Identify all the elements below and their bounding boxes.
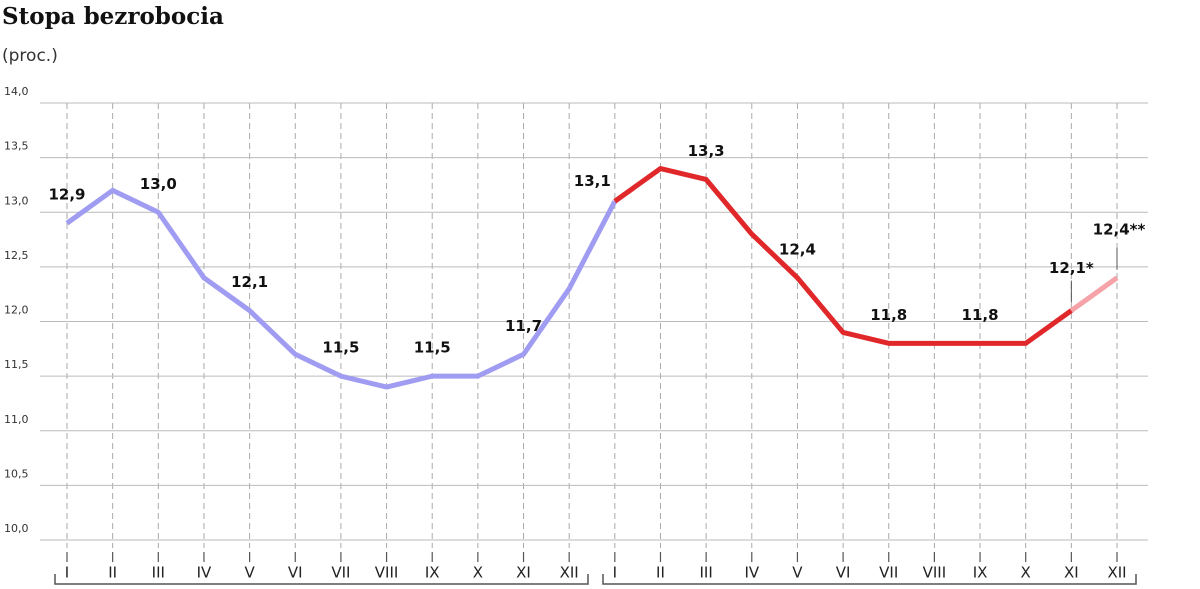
y-tick-label: 10,0 bbox=[4, 522, 29, 535]
x-tick-label: IX bbox=[973, 564, 988, 582]
x-tick-label: XII bbox=[560, 564, 579, 582]
x-tick-label: XI bbox=[516, 564, 531, 582]
x-tick-label: III bbox=[699, 564, 712, 582]
y-tick-label: 12,5 bbox=[4, 249, 29, 262]
data-label: 11,8 bbox=[870, 306, 907, 324]
x-tick-label: VII bbox=[331, 564, 350, 582]
y-tick-label: 11,0 bbox=[4, 413, 29, 426]
y-tick-label: 11,5 bbox=[4, 358, 29, 371]
data-label: 11,8 bbox=[962, 306, 999, 324]
x-tick-label: XII bbox=[1107, 564, 1126, 582]
data-label: 13,0 bbox=[140, 175, 177, 193]
data-label: 12,4** bbox=[1093, 220, 1146, 238]
x-tick-label: X bbox=[473, 564, 483, 582]
x-tick-label: IV bbox=[744, 564, 759, 582]
series-line bbox=[1069, 275, 1119, 313]
chart-subtitle: (proc.) bbox=[2, 46, 58, 66]
y-tick-label: 14,0 bbox=[4, 85, 29, 98]
series-line bbox=[65, 187, 618, 390]
x-tick-label: VIII bbox=[923, 564, 947, 582]
y-tick-label: 13,0 bbox=[4, 194, 29, 207]
year-bracket bbox=[602, 574, 1137, 585]
y-tick-label: 10,5 bbox=[4, 467, 29, 480]
x-tick-label: II bbox=[108, 564, 117, 582]
x-tick-label: II bbox=[656, 564, 665, 582]
x-tick-label: X bbox=[1021, 564, 1031, 582]
x-tick-label: V bbox=[792, 564, 803, 582]
data-label: 12,1* bbox=[1049, 259, 1094, 277]
y-tick-label: 12,0 bbox=[4, 304, 29, 317]
data-label: 11,5 bbox=[414, 339, 451, 357]
series-line bbox=[613, 166, 1073, 346]
data-label: 12,1 bbox=[231, 273, 268, 291]
year-brackets bbox=[54, 574, 1137, 585]
x-tick-label: XI bbox=[1064, 564, 1079, 582]
x-tick-label: VII bbox=[879, 564, 898, 582]
x-tick-label: VI bbox=[836, 564, 851, 582]
x-tick-label: I bbox=[65, 564, 69, 582]
chart-title: Stopa bezrobocia bbox=[2, 3, 224, 30]
x-tick-label: VI bbox=[288, 564, 303, 582]
data-label: 12,4 bbox=[779, 240, 816, 258]
x-tick-label: VIII bbox=[375, 564, 399, 582]
data-label: 13,3 bbox=[688, 142, 725, 160]
data-label: 11,5 bbox=[322, 339, 359, 357]
x-tick-label: I bbox=[613, 564, 617, 582]
y-tick-label: 13,5 bbox=[4, 140, 29, 153]
data-label: 13,1 bbox=[574, 172, 611, 190]
data-label: 11,7 bbox=[505, 317, 542, 335]
year-bracket bbox=[54, 574, 589, 585]
x-tick-label: IV bbox=[197, 564, 212, 582]
data-label: 12,9 bbox=[48, 186, 85, 204]
x-tick-label: IX bbox=[425, 564, 440, 582]
x-tick-label: V bbox=[244, 564, 255, 582]
x-tick-label: III bbox=[152, 564, 165, 582]
